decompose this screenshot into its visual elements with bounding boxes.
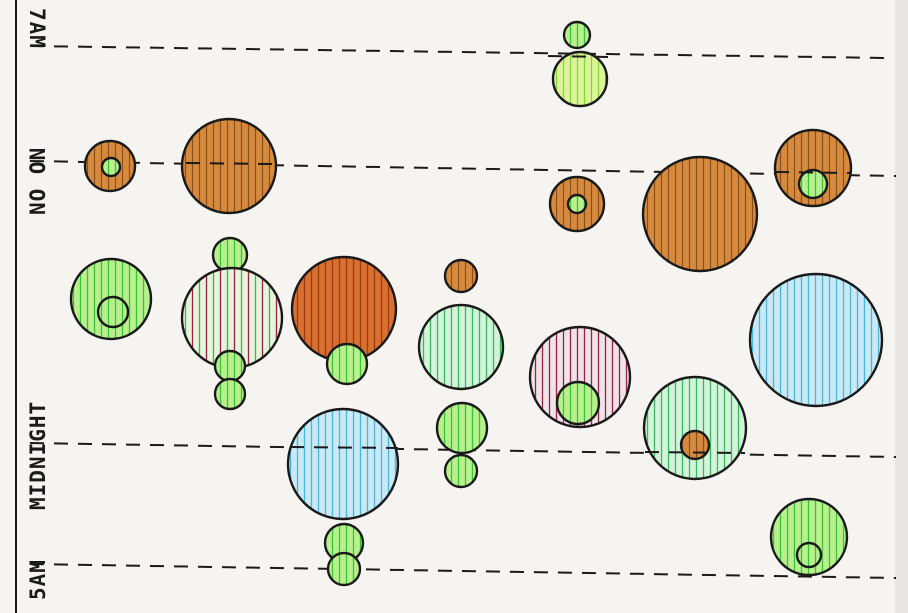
circle-mint	[642, 375, 748, 481]
label-7am: 7AM	[25, 8, 49, 49]
circle-brown-small	[443, 258, 479, 294]
circle-green-small	[325, 342, 369, 386]
circle-green-small	[797, 168, 829, 200]
paper-edge-shadow	[895, 0, 908, 613]
circle-green-small	[566, 193, 588, 215]
label-5am: 5AM	[26, 559, 50, 600]
circle-sky-large	[286, 407, 400, 521]
circle-green-small	[435, 401, 489, 455]
circle-green-small	[326, 551, 362, 587]
circle-mint	[417, 303, 505, 391]
time-lines-overlay	[185, 55, 852, 454]
circle-green-small	[555, 380, 601, 426]
label-noon: NO ON	[26, 147, 50, 215]
line-5am	[29, 563, 897, 579]
line-noon	[29, 160, 897, 177]
circle-green-small	[213, 349, 247, 383]
circle-brown	[773, 128, 853, 208]
circle-green-small	[100, 156, 122, 178]
circle-sky-large	[748, 272, 884, 408]
circle-maroon	[528, 325, 632, 429]
circle-green-small	[443, 453, 479, 489]
circle-green-small	[562, 20, 592, 50]
circle-green-small	[213, 377, 247, 411]
circle-brown-small	[679, 429, 711, 461]
circle-green	[769, 497, 849, 577]
circle-brown-large	[180, 117, 278, 215]
circle-green-small	[795, 541, 823, 569]
label-midnight: MIDNIGHT	[26, 401, 50, 510]
circle-lime	[551, 50, 609, 108]
circle-brown-large	[641, 155, 759, 273]
circle-green-small	[96, 295, 130, 329]
